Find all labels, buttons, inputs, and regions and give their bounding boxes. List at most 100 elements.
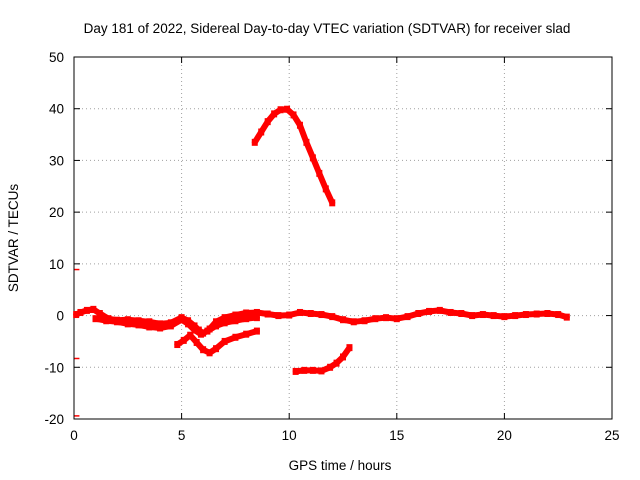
y-tick-label: 40 — [49, 102, 64, 117]
data-series — [251, 105, 336, 207]
data-point — [309, 154, 316, 162]
data-point — [318, 367, 325, 375]
data-point — [327, 363, 334, 371]
data-point — [544, 310, 551, 318]
data-point — [221, 337, 228, 345]
data-point — [90, 305, 97, 313]
data-point — [277, 106, 284, 114]
x-tick-label: 10 — [282, 428, 297, 443]
data-point — [512, 312, 519, 320]
y-tick-label: -10 — [44, 360, 64, 375]
data-point — [458, 310, 465, 318]
data-point — [135, 317, 142, 325]
data-point — [264, 310, 271, 318]
data-point — [251, 138, 258, 146]
y-tick-label: 10 — [49, 257, 64, 272]
data-point — [286, 311, 293, 319]
data-point — [178, 316, 185, 324]
data-series — [174, 327, 260, 357]
data-point — [292, 367, 299, 375]
data-point — [73, 311, 80, 319]
data-point — [243, 309, 250, 317]
data-point — [253, 327, 260, 335]
data-point — [253, 308, 260, 316]
data-point — [232, 311, 239, 319]
data-point — [221, 319, 228, 327]
data-point — [200, 346, 207, 354]
data-point — [436, 306, 443, 314]
data-point — [284, 105, 291, 113]
data-point — [180, 336, 187, 344]
data-point — [103, 317, 110, 325]
data-point — [522, 311, 529, 319]
data-point — [361, 317, 368, 325]
data-point — [393, 315, 400, 323]
x-tick-label: 15 — [389, 428, 404, 443]
data-point — [415, 310, 422, 318]
data-series — [92, 314, 260, 338]
data-point — [447, 308, 454, 316]
grid-layer — [74, 57, 612, 419]
y-tick-label: 20 — [49, 205, 64, 220]
data-point — [303, 138, 310, 146]
data-point — [309, 366, 316, 374]
data-point — [329, 199, 336, 207]
data-point — [426, 307, 433, 315]
data-point — [490, 312, 497, 320]
data-point — [232, 333, 239, 341]
data-point — [77, 308, 84, 316]
data-point — [301, 366, 308, 374]
data-point — [275, 312, 282, 320]
data-point — [243, 315, 250, 323]
data-point — [533, 310, 540, 318]
data-point — [213, 318, 220, 326]
data-point — [92, 315, 99, 323]
data-point — [322, 185, 329, 193]
chart-title: Day 181 of 2022, Sidereal Day-to-day VTE… — [84, 21, 571, 36]
data-point — [124, 320, 131, 328]
ticks-layer: 0 5 10 15 20 25 -20 -10 0 10 20 30 40 50 — [44, 50, 619, 443]
data-point — [157, 320, 164, 328]
data-point — [296, 121, 303, 129]
data-point — [296, 308, 303, 316]
y-axis-label: SDTVAR / TECUs — [6, 184, 21, 293]
data-point — [213, 322, 220, 330]
data-point — [185, 320, 192, 328]
y-tick-label: 0 — [56, 309, 64, 324]
data-point — [318, 311, 325, 319]
data-point — [174, 341, 181, 349]
data-point — [146, 318, 153, 326]
data-point — [197, 330, 204, 338]
data-point — [350, 318, 357, 326]
data-point — [372, 315, 379, 323]
data-point — [555, 311, 562, 319]
x-tick-label: 5 — [178, 428, 186, 443]
data-point — [340, 316, 346, 324]
data-point — [271, 110, 278, 118]
data-point — [404, 313, 411, 321]
data-point — [135, 321, 142, 329]
data-point — [221, 314, 228, 322]
data-point — [243, 330, 250, 338]
data-series — [73, 305, 570, 337]
data-point — [383, 314, 390, 322]
data-point — [187, 331, 194, 339]
data-point — [264, 118, 271, 126]
data-point — [146, 323, 153, 331]
data-point — [563, 313, 570, 321]
data-series — [292, 344, 353, 375]
data-point — [124, 316, 131, 324]
data-series — [74, 268, 80, 417]
data-point — [232, 317, 239, 325]
x-axis-label: GPS time / hours — [289, 458, 392, 473]
x-tick-label: 25 — [604, 428, 619, 443]
y-tick-label: 50 — [49, 50, 64, 65]
data-point — [479, 311, 486, 319]
data-point — [258, 128, 265, 136]
data-point — [329, 313, 336, 321]
x-tick-label: 20 — [497, 428, 512, 443]
data-point — [213, 345, 220, 353]
data-point — [204, 327, 211, 335]
data-point — [167, 322, 174, 330]
